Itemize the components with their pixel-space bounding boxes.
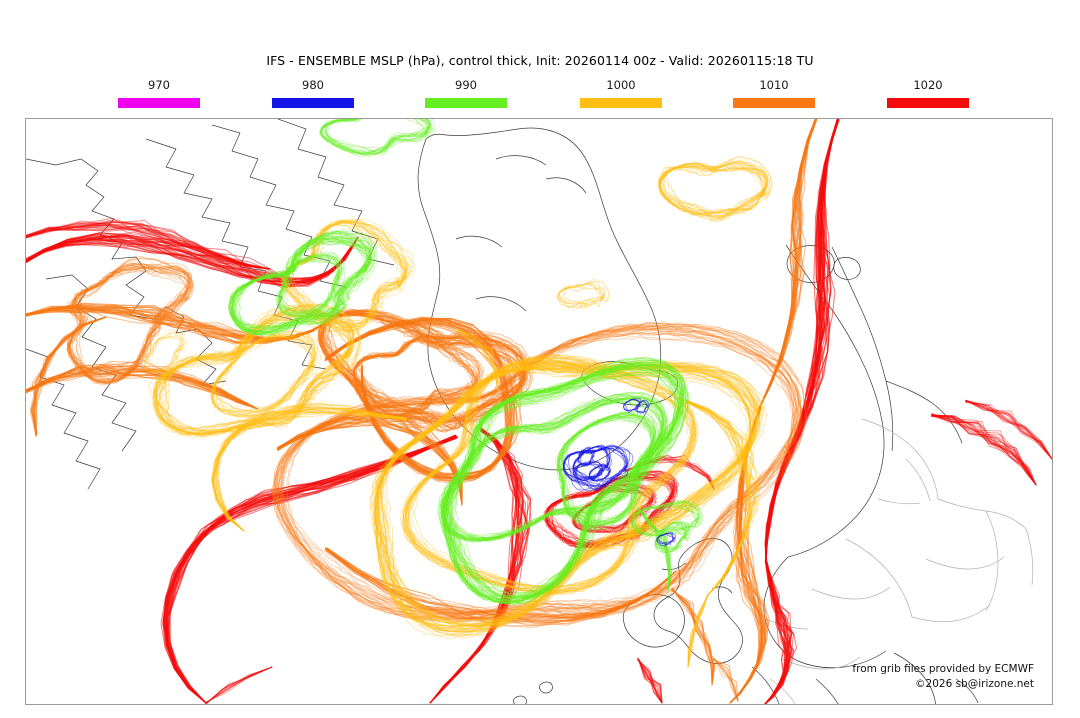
legend-swatch-980 (272, 98, 354, 108)
legend-item-970[interactable]: 970 (118, 78, 200, 108)
legend-label-1010: 1010 (759, 78, 789, 92)
legend-item-1020[interactable]: 1020 (887, 78, 969, 108)
legend-swatch-1000 (580, 98, 662, 108)
legend-item-1000[interactable]: 1000 (580, 78, 662, 108)
legend-swatch-970 (118, 98, 200, 108)
legend-swatch-1020 (887, 98, 969, 108)
legend-swatch-1010 (733, 98, 815, 108)
legend-label-1020: 1020 (913, 78, 943, 92)
legend-label-970: 970 (148, 78, 170, 92)
legend: 970 980 990 1000 1010 1020 (0, 78, 1080, 112)
page-title: IFS - ENSEMBLE MSLP (hPa), control thick… (266, 53, 814, 68)
spaghetti-contour-plot (26, 119, 1052, 704)
legend-item-990[interactable]: 990 (425, 78, 507, 108)
legend-item-1010[interactable]: 1010 (733, 78, 815, 108)
legend-label-990: 990 (455, 78, 477, 92)
legend-item-980[interactable]: 980 (272, 78, 354, 108)
legend-swatch-990 (425, 98, 507, 108)
legend-label-1000: 1000 (606, 78, 636, 92)
map-panel[interactable]: from grib files provided by ECMWF ©2026 … (25, 118, 1053, 705)
legend-label-980: 980 (302, 78, 324, 92)
contour-layer (26, 119, 1052, 704)
